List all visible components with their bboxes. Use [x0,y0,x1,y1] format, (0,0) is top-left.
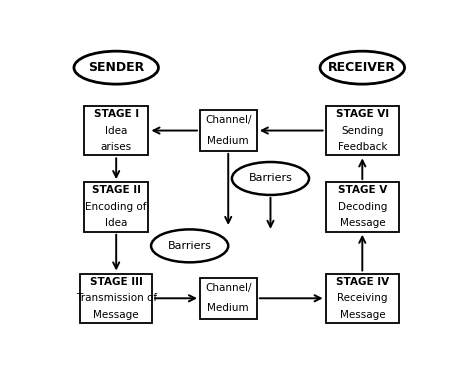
Text: Message: Message [339,218,385,228]
FancyBboxPatch shape [200,278,257,319]
Text: Decoding: Decoding [337,202,387,212]
FancyBboxPatch shape [326,273,399,323]
Text: Encoding of: Encoding of [85,202,147,212]
FancyBboxPatch shape [81,273,152,323]
Text: Channel/: Channel/ [205,116,252,125]
Text: STAGE I: STAGE I [94,109,139,119]
Text: STAGE III: STAGE III [90,277,143,287]
Ellipse shape [232,162,309,195]
Text: SENDER: SENDER [88,61,144,74]
Text: Message: Message [339,310,385,320]
Text: RECEIVER: RECEIVER [328,61,396,74]
Ellipse shape [151,230,228,262]
Text: STAGE VI: STAGE VI [336,109,389,119]
FancyBboxPatch shape [326,106,399,155]
FancyBboxPatch shape [326,182,399,231]
Text: Idea: Idea [105,126,128,135]
Text: Medium: Medium [208,136,249,145]
Text: Message: Message [93,310,139,320]
FancyBboxPatch shape [84,106,148,155]
Text: Barriers: Barriers [248,173,292,184]
Text: STAGE II: STAGE II [91,186,141,195]
Text: Medium: Medium [208,303,249,314]
Text: Receiving: Receiving [337,293,388,303]
Ellipse shape [320,51,405,84]
FancyBboxPatch shape [84,182,148,231]
Text: Feedback: Feedback [337,142,387,152]
FancyBboxPatch shape [200,110,257,151]
Text: Barriers: Barriers [168,241,211,251]
Text: arises: arises [100,142,132,152]
Text: STAGE V: STAGE V [337,186,387,195]
Text: STAGE IV: STAGE IV [336,277,389,287]
Text: Channel/: Channel/ [205,283,252,293]
Text: Sending: Sending [341,126,383,135]
Text: Idea: Idea [105,218,128,228]
Text: Transmission of: Transmission of [76,293,157,303]
Ellipse shape [74,51,158,84]
